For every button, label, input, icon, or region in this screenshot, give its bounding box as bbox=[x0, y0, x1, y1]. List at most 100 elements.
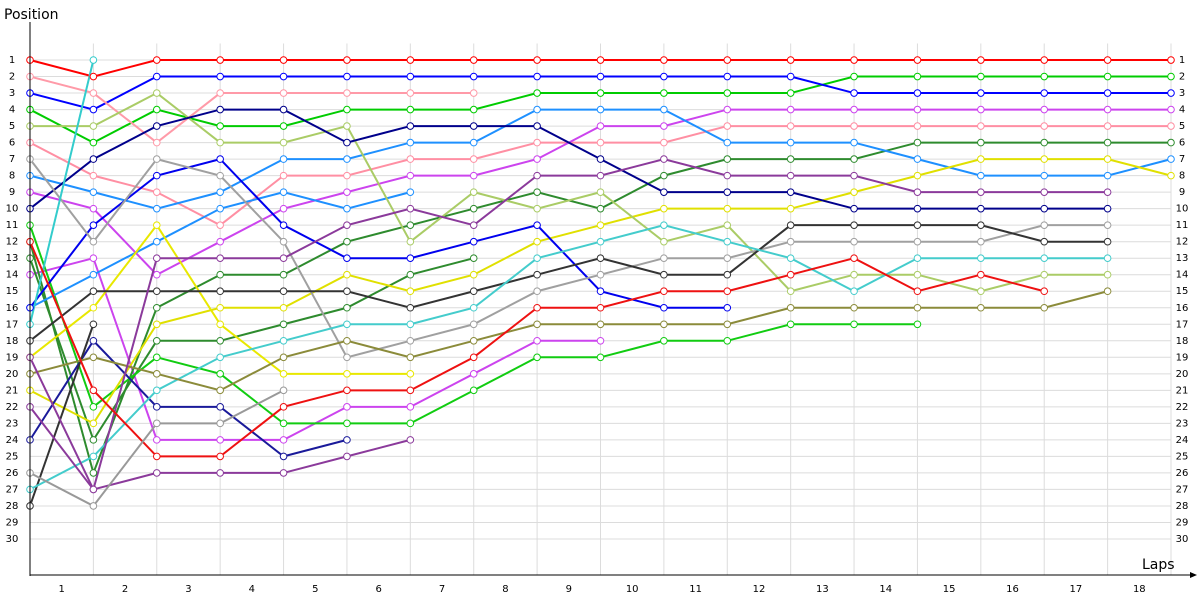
position-marker bbox=[89, 353, 98, 362]
series-line bbox=[29, 224, 1108, 491]
position-marker bbox=[660, 105, 668, 114]
position-marker bbox=[723, 287, 732, 296]
position-marker bbox=[89, 89, 98, 97]
marker-layer bbox=[26, 56, 1175, 510]
position-marker bbox=[850, 221, 858, 229]
position-marker bbox=[1040, 221, 1049, 229]
position-marker bbox=[279, 469, 288, 477]
position-marker bbox=[89, 419, 98, 428]
position-marker bbox=[469, 386, 478, 395]
position-marker bbox=[279, 237, 288, 246]
position-marker bbox=[596, 287, 605, 296]
position-marker bbox=[89, 270, 98, 279]
position-marker bbox=[1103, 237, 1112, 246]
position-marker bbox=[469, 370, 478, 378]
x-tick-label: 6 bbox=[375, 584, 381, 595]
position-marker bbox=[1167, 89, 1175, 97]
y-tick-label: 30 bbox=[6, 534, 19, 545]
series-line bbox=[29, 59, 95, 325]
position-marker bbox=[469, 171, 478, 180]
series-line bbox=[29, 157, 728, 309]
position-marker bbox=[216, 386, 224, 395]
position-marker bbox=[343, 89, 351, 97]
y-tick-label: 29 bbox=[6, 517, 19, 528]
position-marker bbox=[89, 105, 98, 114]
position-marker bbox=[1167, 56, 1175, 64]
position-marker bbox=[1103, 254, 1112, 263]
y-tick-label-right: 18 bbox=[1176, 336, 1189, 347]
position-marker bbox=[469, 353, 478, 362]
position-marker bbox=[152, 270, 161, 279]
position-marker bbox=[1040, 237, 1049, 246]
position-marker bbox=[596, 56, 605, 64]
position-marker bbox=[1103, 188, 1112, 196]
position-marker bbox=[406, 254, 415, 263]
position-marker bbox=[533, 89, 541, 97]
position-marker bbox=[89, 138, 98, 147]
position-marker bbox=[596, 270, 605, 279]
y-tick-label-right: 25 bbox=[1176, 451, 1189, 462]
x-tick-label: 8 bbox=[502, 584, 508, 595]
position-marker bbox=[850, 204, 858, 213]
position-marker bbox=[596, 303, 605, 312]
position-marker bbox=[660, 221, 668, 229]
position-marker bbox=[1167, 122, 1175, 130]
y-tick-label-right: 6 bbox=[1179, 138, 1185, 149]
position-marker bbox=[850, 155, 858, 163]
position-marker bbox=[216, 303, 224, 312]
position-marker bbox=[469, 122, 478, 130]
position-marker bbox=[279, 370, 288, 378]
position-marker bbox=[850, 105, 858, 114]
position-marker bbox=[152, 353, 161, 362]
y-tick-label-right: 20 bbox=[1176, 369, 1189, 380]
position-marker bbox=[89, 386, 98, 395]
position-marker bbox=[279, 105, 288, 114]
y-tick-label-right: 21 bbox=[1176, 385, 1189, 396]
position-marker bbox=[279, 386, 288, 395]
position-marker bbox=[216, 122, 224, 130]
position-marker bbox=[1040, 270, 1049, 279]
position-marker bbox=[279, 56, 288, 64]
y-tick-label: 9 bbox=[9, 187, 15, 198]
position-marker bbox=[723, 138, 732, 147]
position-marker bbox=[279, 221, 288, 229]
position-marker bbox=[152, 56, 161, 64]
y-tick-label-right: 2 bbox=[1179, 72, 1185, 83]
y-tick-label-right: 19 bbox=[1176, 352, 1189, 363]
y-axis-title: Position bbox=[4, 7, 59, 23]
position-marker bbox=[596, 155, 605, 163]
position-marker bbox=[279, 336, 288, 345]
x-tick-label: 3 bbox=[185, 584, 191, 595]
position-marker bbox=[89, 320, 98, 329]
position-marker bbox=[977, 221, 985, 229]
position-marker bbox=[152, 320, 161, 329]
position-marker bbox=[723, 56, 732, 64]
position-marker bbox=[89, 155, 98, 163]
position-marker bbox=[406, 155, 415, 163]
position-marker bbox=[279, 452, 288, 461]
position-marker bbox=[216, 452, 224, 461]
y-tick-label-right: 14 bbox=[1176, 270, 1189, 281]
x-tick-label: 16 bbox=[1006, 584, 1019, 595]
y-tick-label-right: 13 bbox=[1176, 253, 1189, 264]
y-tick-label: 19 bbox=[6, 352, 19, 363]
position-marker bbox=[596, 320, 605, 329]
position-marker bbox=[406, 122, 415, 130]
position-marker bbox=[850, 287, 858, 296]
y-tick-label-right: 28 bbox=[1176, 501, 1189, 512]
y-tick-label: 8 bbox=[9, 171, 15, 182]
position-marker bbox=[406, 221, 415, 229]
y-tick-label: 1 bbox=[9, 55, 15, 66]
position-marker bbox=[152, 303, 161, 312]
position-marker bbox=[1103, 122, 1112, 130]
position-marker bbox=[1103, 105, 1112, 114]
position-marker bbox=[406, 303, 415, 312]
position-marker bbox=[913, 89, 922, 97]
position-marker bbox=[406, 403, 415, 411]
series-line bbox=[29, 224, 1108, 342]
position-marker bbox=[977, 89, 985, 97]
position-marker bbox=[1103, 270, 1112, 279]
position-marker bbox=[533, 138, 541, 147]
position-marker bbox=[786, 155, 795, 163]
position-marker bbox=[596, 89, 605, 97]
